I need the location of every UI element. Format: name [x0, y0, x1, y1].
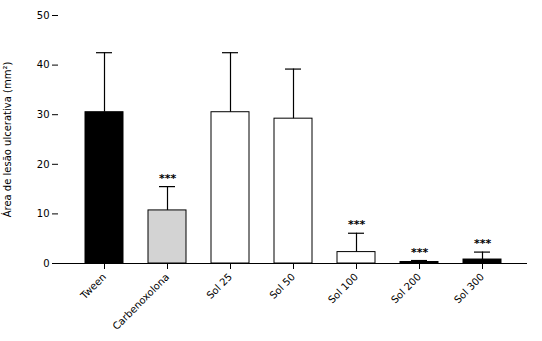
svg-text:20: 20 — [37, 159, 50, 170]
svg-text:40: 40 — [37, 59, 50, 70]
svg-text:Sol 50: Sol 50 — [267, 271, 297, 301]
svg-text:Tween: Tween — [78, 271, 109, 302]
svg-text:0: 0 — [43, 258, 49, 269]
svg-text:Sol 300: Sol 300 — [452, 271, 486, 305]
svg-text:Sol 100: Sol 100 — [326, 271, 360, 305]
svg-text:Sol 200: Sol 200 — [389, 271, 423, 305]
svg-text:***: *** — [411, 246, 429, 259]
svg-text:***: *** — [348, 218, 366, 231]
svg-text:Área de lesão ulcerativa (mm²): Área de lesão ulcerativa (mm²) — [1, 62, 13, 218]
svg-text:Sol 25: Sol 25 — [204, 271, 234, 301]
svg-text:10: 10 — [37, 208, 50, 219]
svg-text:***: *** — [159, 172, 177, 185]
svg-text:50: 50 — [37, 10, 50, 21]
svg-text:Carbenoxolona: Carbenoxolona — [110, 271, 171, 332]
svg-text:***: *** — [474, 237, 492, 250]
svg-text:30: 30 — [37, 109, 50, 120]
